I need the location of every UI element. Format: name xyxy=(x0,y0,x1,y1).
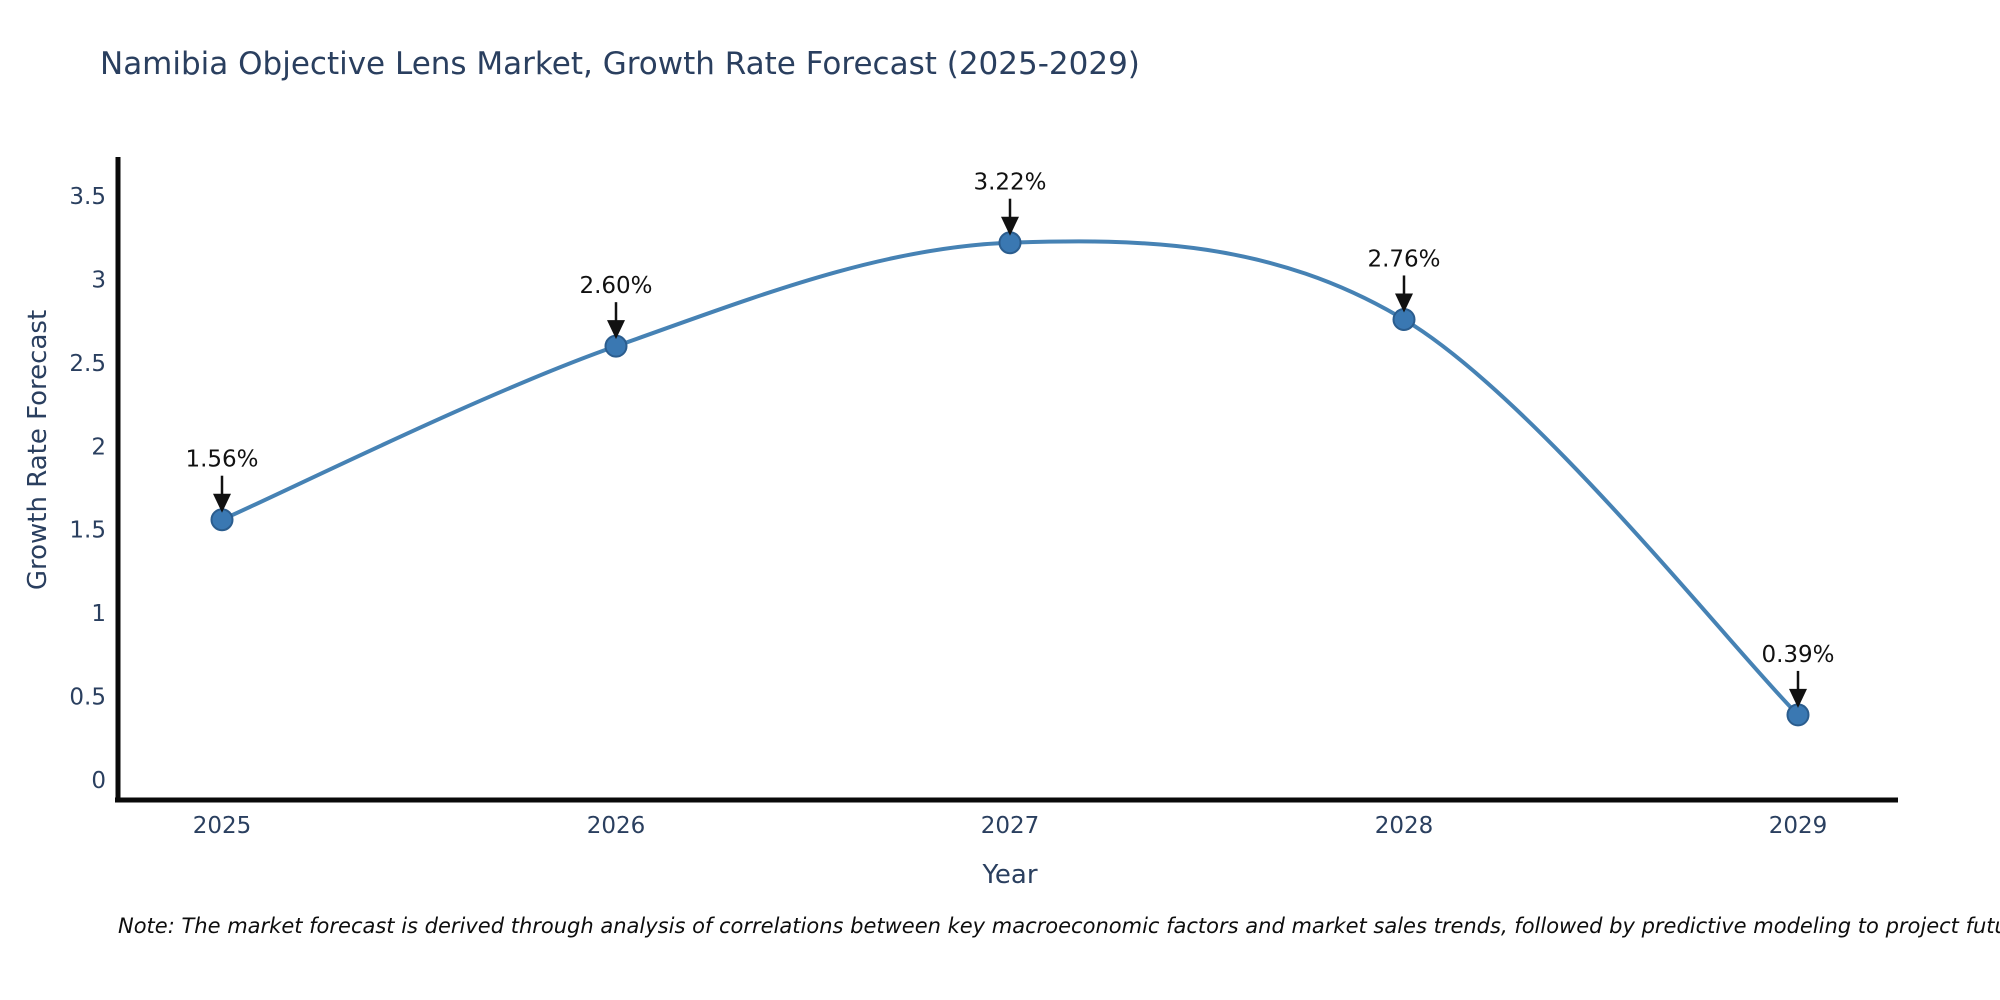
x-tick-label: 2029 xyxy=(1769,813,1828,839)
y-tick-label: 2 xyxy=(91,434,106,460)
x-tick-label: 2028 xyxy=(1375,813,1434,839)
chart-title: Namibia Objective Lens Market, Growth Ra… xyxy=(100,46,1140,82)
annotation-arrowhead xyxy=(607,320,625,340)
y-tick-label: 3.5 xyxy=(69,184,106,210)
forecast-line xyxy=(220,239,1800,717)
point-value-label: 0.39% xyxy=(1761,642,1834,668)
y-tick-label: 1 xyxy=(91,601,106,627)
annotation-arrowhead xyxy=(213,493,231,513)
point-value-label: 1.56% xyxy=(185,447,258,473)
y-tick-label: 0.5 xyxy=(69,685,106,711)
annotation-arrowhead xyxy=(1395,293,1413,313)
y-tick-label: 0 xyxy=(91,768,106,794)
point-value-label: 2.60% xyxy=(579,273,652,299)
y-tick-label: 1.5 xyxy=(69,518,106,544)
point-value-label: 2.76% xyxy=(1367,246,1440,272)
x-axis-title: Year xyxy=(982,860,1038,890)
footnote-text: Note: The market forecast is derived thr… xyxy=(118,914,2000,938)
annotation-arrowhead xyxy=(1001,216,1019,236)
point-value-label: 3.22% xyxy=(973,170,1046,196)
x-tick-label: 2026 xyxy=(587,813,646,839)
annotation-arrowhead xyxy=(1789,688,1807,708)
y-tick-label: 2.5 xyxy=(69,351,106,377)
y-tick-label: 3 xyxy=(91,267,106,293)
x-tick-label: 2025 xyxy=(193,813,252,839)
y-axis-title: Growth Rate Forecast xyxy=(23,309,53,591)
x-tick-label: 2027 xyxy=(981,813,1040,839)
